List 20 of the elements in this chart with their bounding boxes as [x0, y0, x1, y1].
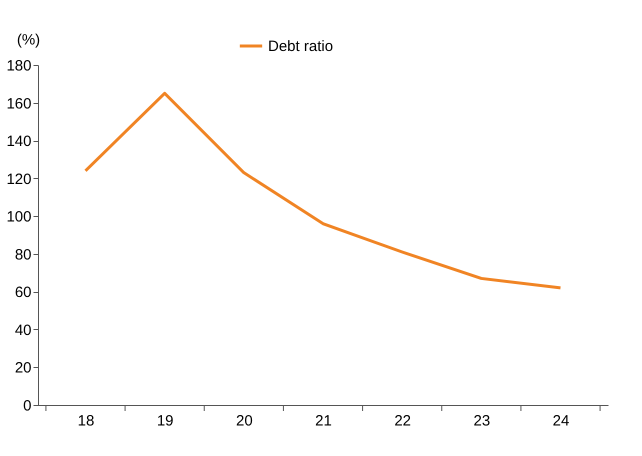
x-tick-label: 21 [315, 412, 332, 430]
y-tick-label: 40 [14, 322, 32, 339]
x-tick-label: 19 [156, 412, 174, 430]
x-tick-label: 18 [78, 412, 94, 430]
y-tick-label: 160 [6, 95, 32, 112]
x-tick-label: 24 [552, 412, 570, 430]
y-tick-label: 20 [14, 360, 32, 377]
x-tick-label: 23 [473, 412, 490, 430]
y-tick-label: 60 [14, 284, 32, 302]
y-tick-label: 80 [14, 246, 32, 264]
x-tick-label: 22 [394, 412, 412, 430]
y-tick-label: 180 [6, 58, 32, 74]
legend-label: Debt ratio [268, 38, 334, 55]
x-tick-label: 20 [236, 412, 253, 430]
y-tick-label: 0 [23, 398, 32, 414]
y-tick-label: 140 [6, 133, 32, 150]
y-axis-title: (%) [16, 32, 40, 48]
line-series [84, 92, 562, 290]
y-tick-label: 120 [6, 170, 32, 188]
y-tick-label: 100 [6, 208, 32, 226]
